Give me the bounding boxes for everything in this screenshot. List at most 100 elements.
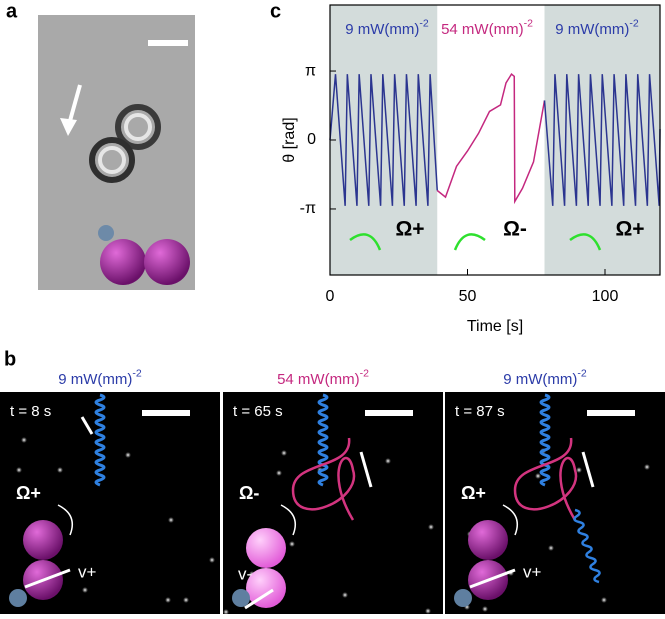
x-tick-label: 0 [326, 288, 335, 305]
shaded-span [544, 5, 660, 275]
scale-bar [142, 410, 190, 416]
rotation-label: Ω+ [461, 483, 486, 503]
bead [21, 437, 27, 443]
trajectory-loop [291, 437, 356, 521]
bead [165, 597, 171, 603]
y-axis-label: θ [rad] [281, 117, 298, 162]
scale-bar [365, 410, 413, 416]
frames: 9 mW(mm)-2t = 8 sΩ+v+54 mW(mm)-2t = 65 s… [0, 367, 665, 615]
x-axis-label: Time [s] [467, 318, 523, 335]
rotation-arrow [502, 504, 518, 536]
micrograph [38, 15, 195, 290]
x-tick-label: 50 [459, 288, 477, 305]
rotation-label: Ω- [239, 483, 259, 503]
bead [289, 541, 295, 547]
bead [535, 473, 541, 479]
data-line [436, 73, 546, 205]
annotation-main: 54 mW(mm) [441, 21, 524, 38]
x-tick-label: 100 [592, 288, 619, 305]
bead [57, 467, 63, 473]
bead [281, 450, 287, 456]
rotation-label: Ω+ [395, 218, 424, 241]
direction-arrow [80, 416, 94, 435]
intensity-label-sup: -2 [360, 367, 369, 379]
bacterium [232, 589, 250, 607]
bead [16, 467, 22, 473]
bead [342, 592, 348, 598]
time-label: t = 65 s [233, 403, 283, 420]
plot-frame [329, 4, 661, 276]
bead [276, 470, 282, 476]
y-tick-label: 0 [307, 131, 316, 148]
bead [385, 458, 391, 464]
particle [246, 528, 286, 568]
bead [482, 606, 488, 612]
data-line [543, 74, 661, 206]
bead [548, 545, 554, 551]
rotation-arrow [57, 504, 73, 536]
velocity-label: v+ [78, 562, 97, 581]
trajectory-helix [573, 508, 601, 584]
rotation-label: Ω+ [16, 483, 41, 503]
bead [168, 517, 174, 523]
y-tick-label: -π [300, 200, 316, 217]
time-label: t = 87 s [455, 403, 505, 420]
rotation-arrow [280, 504, 296, 536]
panel-label: a [6, 0, 18, 22]
direction-arrow [359, 451, 373, 488]
bacterium [454, 589, 472, 607]
intensity-label-main: 9 mW(mm) [503, 371, 577, 388]
bead [183, 597, 189, 603]
annotation: 9 mW(mm)-2 [555, 17, 639, 38]
annotation-sup: -2 [629, 17, 638, 29]
velocity-arrow [469, 568, 516, 589]
intensity-label-main: 9 mW(mm) [58, 371, 132, 388]
rotation-arrow [453, 233, 486, 251]
particle [468, 520, 508, 560]
bacterium [9, 589, 27, 607]
annotation: 54 mW(mm)-2 [441, 17, 533, 38]
trajectory-helix [317, 393, 329, 487]
trajectory-helix [539, 393, 551, 487]
annotation-main: 9 mW(mm) [345, 21, 419, 38]
bead [428, 524, 434, 530]
trajectory-helix [94, 393, 106, 487]
annotation: 9 mW(mm)-2 [345, 17, 429, 38]
particle [246, 568, 286, 608]
particle [23, 520, 63, 560]
intensity-label: 54 mW(mm)-2 [277, 367, 369, 388]
panel-label: c [270, 0, 281, 22]
annotation-sup: -2 [419, 17, 428, 29]
velocity-label: v+ [523, 562, 542, 581]
intensity-label-sup: -2 [132, 367, 141, 379]
rotation-label: Ω- [503, 218, 527, 241]
velocity-arrow [244, 588, 274, 610]
rotation-label: Ω+ [615, 218, 644, 241]
time-label: t = 8 s [10, 403, 51, 420]
bead [644, 464, 650, 470]
annotation-main: 9 mW(mm) [555, 21, 629, 38]
intensity-label-sup: -2 [577, 367, 586, 379]
direction-arrow [581, 451, 595, 488]
bead [425, 608, 431, 614]
annotation-sup: -2 [524, 17, 533, 29]
panel-label: b [4, 348, 16, 370]
rotation-arrow [349, 233, 382, 251]
data-line [329, 74, 438, 206]
bead [576, 467, 582, 473]
scale-bar [587, 410, 635, 416]
intensity-label: 9 mW(mm)-2 [58, 367, 142, 388]
trajectory-loop [513, 437, 578, 521]
intensity-label: 9 mW(mm)-2 [503, 367, 587, 388]
bead [125, 452, 131, 458]
velocity-arrow [24, 568, 71, 589]
bead [601, 597, 607, 603]
rotation-arrow [569, 233, 602, 251]
shaded-span [330, 5, 438, 275]
velocity-label: v- [238, 564, 252, 583]
y-tick-label: π [305, 62, 316, 79]
bead [82, 587, 88, 593]
bead [209, 557, 215, 563]
